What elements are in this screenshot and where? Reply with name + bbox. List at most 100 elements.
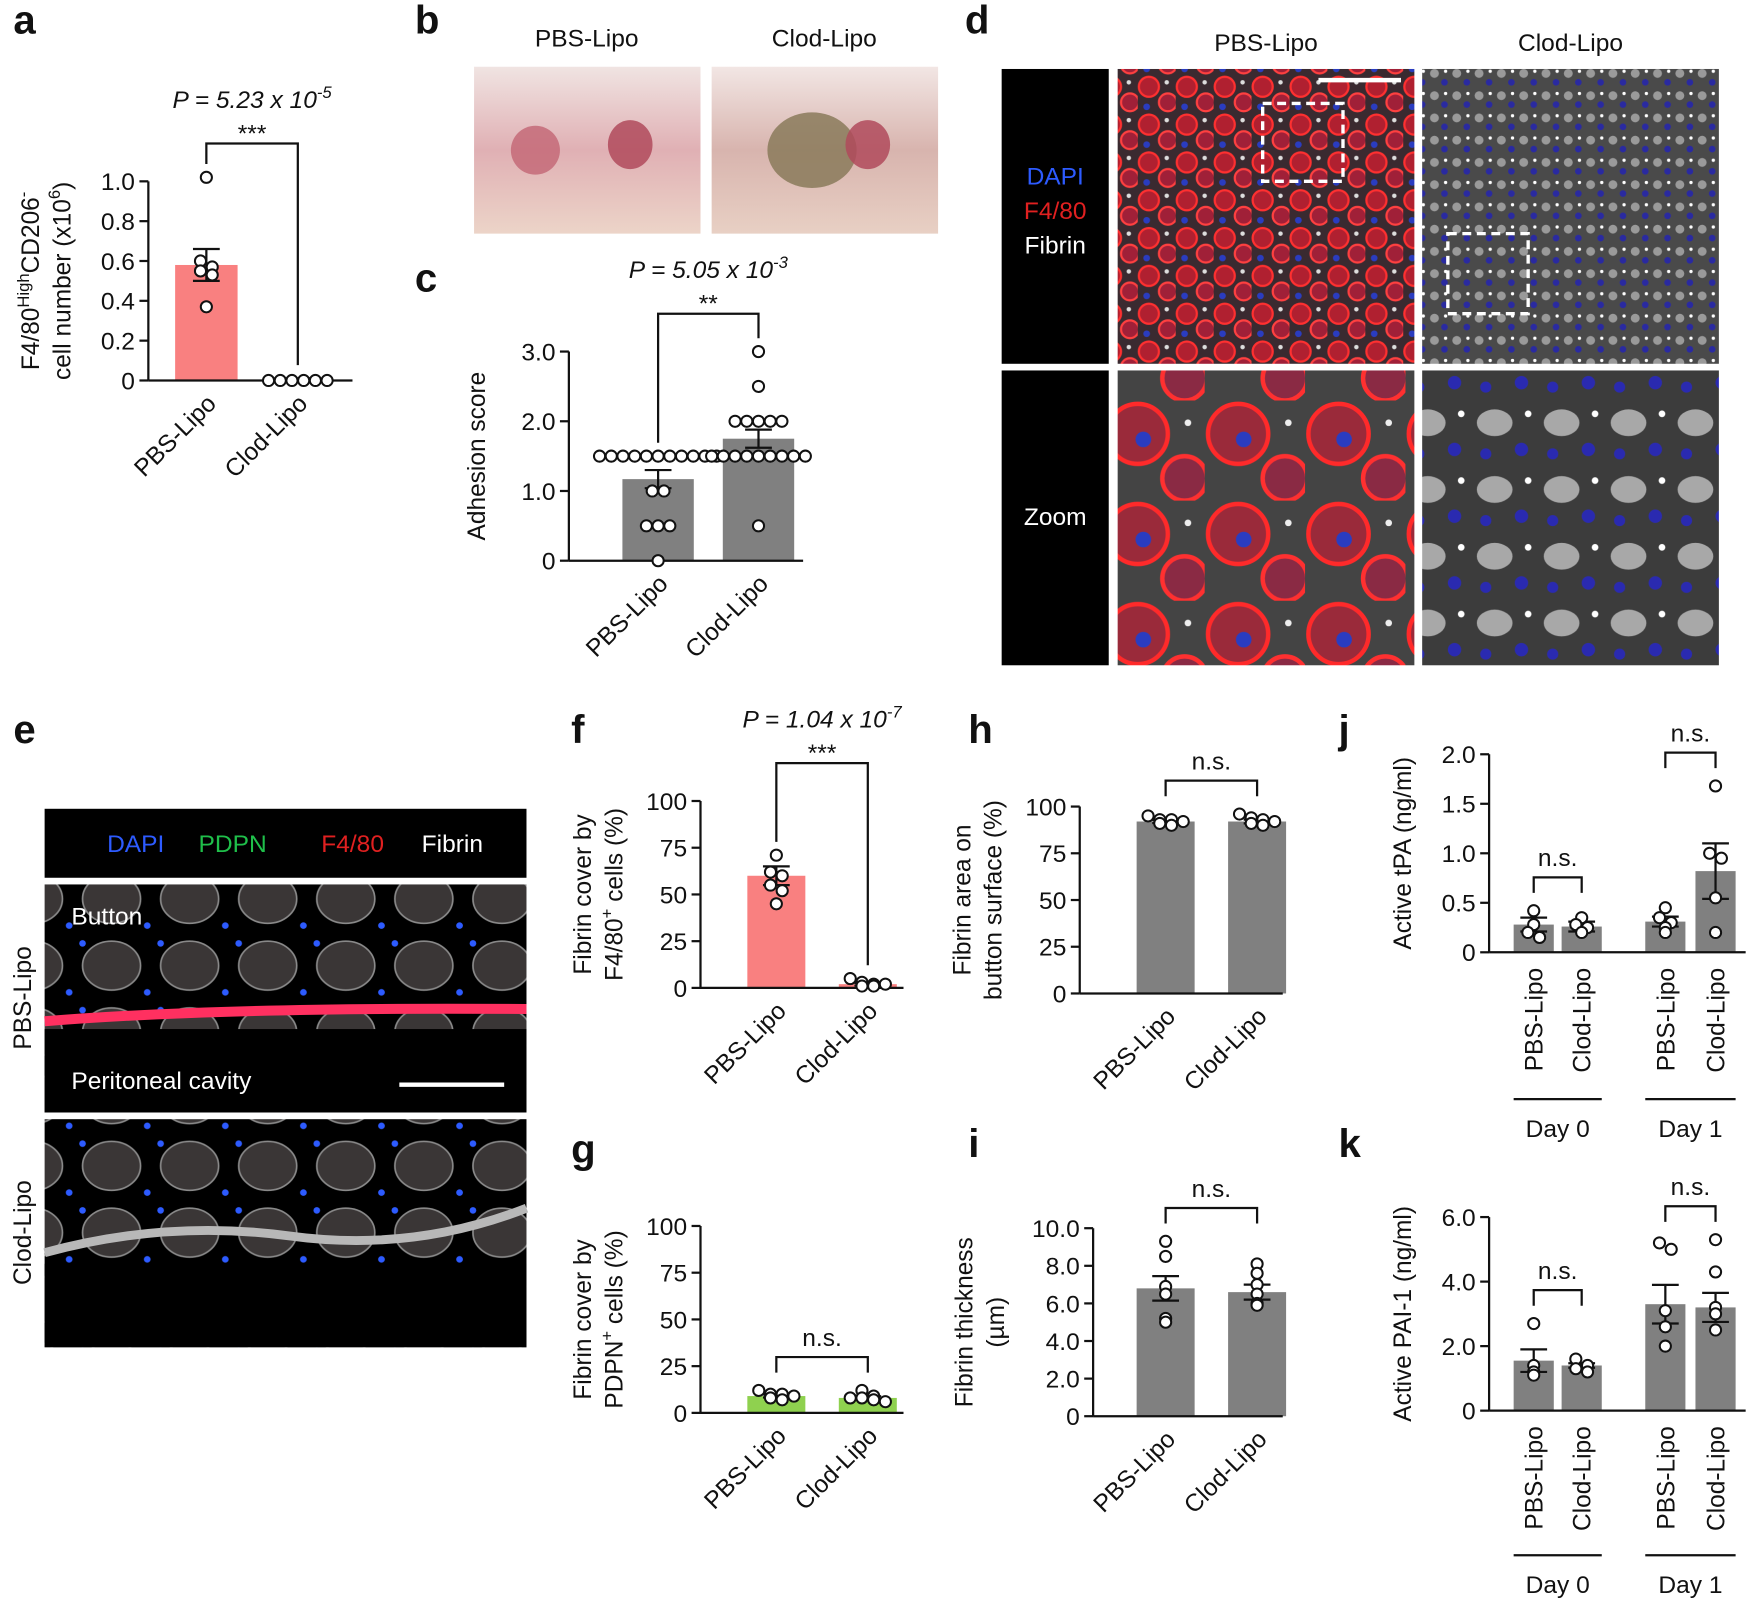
data-point: [1256, 818, 1270, 832]
y-tick-label: 3.0: [521, 339, 555, 366]
significance-bracket: [1164, 779, 1259, 797]
text-part: ): [49, 182, 76, 190]
fibrin-layer: [43, 1204, 529, 1257]
y-tick-label: 100: [1025, 794, 1066, 821]
row-label: PBS-Lipo: [10, 946, 37, 1049]
data-point: [1569, 1362, 1583, 1376]
data-point: [285, 373, 299, 388]
data-point: [763, 1391, 778, 1405]
superscript: 6: [45, 190, 64, 199]
x-tick-label: PBS-Lipo: [129, 390, 221, 482]
data-point: [1652, 911, 1667, 925]
data-point: [273, 373, 287, 388]
data-point: [867, 1393, 881, 1407]
bar: [1136, 1288, 1195, 1417]
data-point: [1159, 1287, 1173, 1301]
data-point: [878, 977, 892, 991]
significance-label: n.s.: [1671, 720, 1711, 747]
panel-label: f: [571, 708, 585, 752]
data-point: [686, 449, 700, 463]
bar-chart: i 0 2.0 4.0 6.0 8.0 10.0 Fibrin thickness (µm) PB…: [952, 1122, 1287, 1519]
y-tick-label: 50: [1039, 888, 1066, 915]
text-part: Fibrin thickness: [952, 1237, 979, 1407]
y-axis-label: Fibrin cover by: [570, 1238, 597, 1399]
y-axis-label: cell number (x106): [45, 182, 76, 380]
data-point: [1159, 1315, 1173, 1329]
significance-label: n.s.: [1192, 749, 1232, 776]
data-point: [752, 1383, 766, 1398]
y-axis-label: button surface (%): [981, 800, 1008, 1000]
data-point: [1527, 904, 1541, 918]
y-tick-label: 0: [1053, 981, 1067, 1008]
panel-label: h: [968, 708, 993, 752]
data-point: [308, 373, 322, 388]
column-label: PBS-Lipo: [535, 26, 639, 53]
data-point: [651, 519, 665, 533]
data-point: [651, 554, 665, 568]
y-axis-label: F4/80HighCD206-: [14, 192, 45, 370]
y-tick-label: 1.0: [1442, 841, 1476, 868]
bar: [1136, 821, 1195, 994]
y-tick-label: 10.0: [1032, 1216, 1080, 1243]
text-part: cell number (x10: [49, 199, 76, 380]
photo-detail: [767, 112, 857, 189]
photo: [474, 66, 701, 234]
x-tick-label: Clod-Lipo: [1179, 1426, 1272, 1519]
column-label: Clod-Lipo: [1518, 30, 1623, 57]
y-tick-label: 100: [646, 1214, 687, 1241]
significance-bracket: [205, 142, 299, 366]
data-point: [604, 449, 618, 463]
data-point: [1708, 1323, 1723, 1337]
data-point: [1658, 925, 1672, 940]
text-part: CD206: [18, 197, 45, 273]
significance-bracket: [1664, 1205, 1717, 1222]
panel-label: k: [1339, 1122, 1362, 1166]
row-label-box: [1001, 370, 1109, 666]
data-point: [705, 449, 719, 463]
data-point: [751, 449, 766, 463]
data-point: [775, 869, 789, 883]
x-tick-label: Clod-Lipo: [1703, 1426, 1730, 1531]
y-tick-label: 75: [1039, 841, 1066, 868]
data-point: [867, 979, 881, 993]
legend-entry: DAPI: [107, 831, 164, 858]
data-point: [1708, 925, 1723, 940]
data-point: [740, 414, 754, 428]
data-point: [1159, 1234, 1173, 1248]
y-tick-label: 4.0: [1046, 1329, 1080, 1356]
data-point: [1153, 816, 1167, 830]
data-point: [663, 449, 677, 463]
superscript: -: [14, 192, 33, 198]
data-point: [297, 373, 311, 388]
y-tick-label: 0: [673, 1401, 687, 1428]
group-label: Day 0: [1526, 1116, 1590, 1143]
micrograph-zoom: [1117, 370, 1415, 666]
x-tick-label: PBS-Lipo: [1089, 1003, 1181, 1095]
significance-label: ***: [808, 740, 837, 767]
data-point: [775, 1393, 789, 1407]
y-tick-label: 0: [121, 368, 135, 395]
data-point: [775, 884, 789, 898]
cavity: [44, 1263, 527, 1348]
legend-box: [44, 808, 527, 878]
y-axis-label: Fibrin area on: [949, 825, 976, 976]
y-axis-label: (µm): [983, 1297, 1010, 1348]
y-tick-label: 2.0: [1442, 1334, 1476, 1361]
data-point: [1658, 1339, 1672, 1353]
data-point: [1159, 1249, 1173, 1263]
significance-bracket: [1532, 1289, 1583, 1306]
data-point: [1232, 807, 1247, 821]
bar-chart: h 0 25 50 75 100 Fibrin area on button surface …: [949, 708, 1287, 1096]
data-point: [651, 449, 665, 463]
y-tick-label: 0.8: [101, 209, 135, 236]
data-point: [639, 449, 653, 463]
x-tick-label: PBS-Lipo: [699, 998, 791, 1090]
legend-entry: PDPN: [199, 831, 267, 858]
x-tick-label: PBS-Lipo: [699, 1423, 791, 1515]
significance-label: n.s.: [1671, 1174, 1711, 1201]
text-part: button surface (%): [981, 800, 1008, 1000]
data-point: [855, 1391, 869, 1405]
data-point: [1250, 1266, 1264, 1280]
significance-bracket: [775, 1355, 869, 1373]
legend-entry: Fibrin: [1025, 233, 1086, 260]
